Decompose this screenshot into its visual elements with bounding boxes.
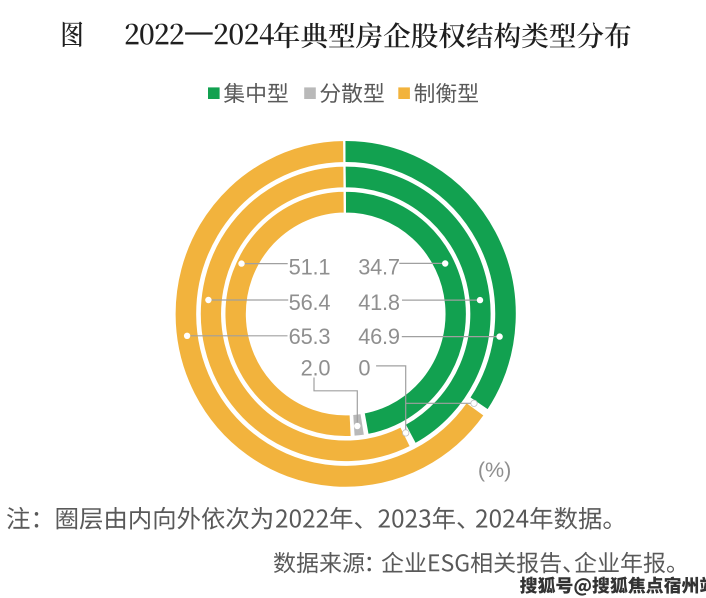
- svg-text:(%): (%): [478, 458, 511, 482]
- svg-text:0: 0: [358, 356, 370, 381]
- svg-text:41.8: 41.8: [358, 290, 400, 315]
- svg-text:2.0: 2.0: [301, 356, 331, 381]
- svg-text:65.3: 65.3: [289, 324, 331, 349]
- svg-text:34.7: 34.7: [358, 254, 400, 279]
- svg-text:46.9: 46.9: [358, 324, 400, 349]
- svg-text:51.1: 51.1: [289, 254, 331, 279]
- svg-text:56.4: 56.4: [289, 290, 331, 315]
